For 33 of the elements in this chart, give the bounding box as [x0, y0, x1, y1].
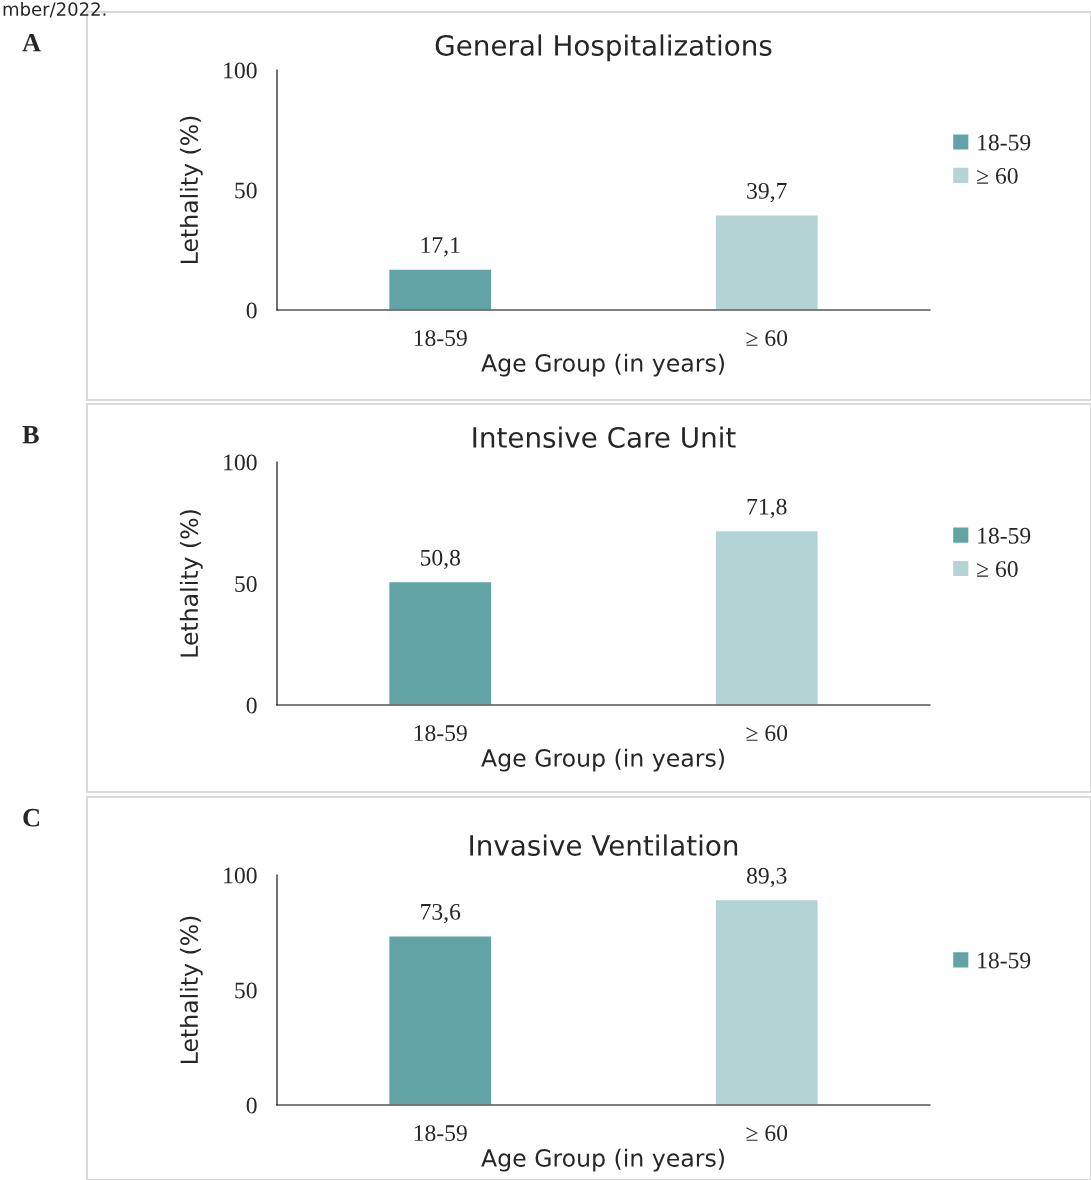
data-label: 17,1	[421, 237, 460, 257]
x-axis-title: Age Group (in years)	[481, 1148, 724, 1172]
legend-label: 18-59	[978, 952, 1031, 969]
chart-title: Invasive Ventilation	[470, 834, 738, 856]
data-label: 73,6	[421, 903, 461, 924]
y-tick-label: 50	[235, 182, 257, 199]
legend-label: ≥ 60	[977, 561, 1018, 577]
data-label: 50,8	[420, 549, 461, 570]
y-tick-label: 100	[224, 867, 257, 884]
y-tick-label: 50	[235, 575, 257, 592]
text: C	[23, 808, 40, 827]
legend-label: ≥ 60	[977, 167, 1018, 184]
text: B	[22, 426, 39, 444]
y-tick-label: 0	[246, 697, 257, 714]
x-axis-title: Age Group (in years)	[481, 748, 724, 772]
data-label: 89,3	[746, 867, 787, 888]
y-axis-title: Lethality (%)	[179, 510, 203, 657]
y-tick-label: 100	[224, 62, 257, 79]
chart-title: Intensive Care Unit	[473, 426, 736, 448]
y-axis-title: Lethality (%)	[179, 116, 203, 264]
y-tick-label: 0	[246, 1097, 257, 1114]
chart-title: General Hospitalizations	[435, 34, 772, 62]
text: mber/2022.	[3, 2, 106, 18]
legend-label: 18-59	[978, 527, 1031, 544]
y-tick-label: 0	[246, 302, 257, 319]
text: A	[22, 33, 41, 52]
data-label: 71,8	[747, 498, 787, 519]
data-label: 39,7	[747, 182, 787, 203]
legend-label: 18-59	[978, 134, 1031, 151]
y-tick-label: 50	[235, 982, 257, 999]
y-axis-title: Lethality (%)	[179, 916, 203, 1064]
y-tick-label: 100	[224, 454, 257, 471]
x-axis-title: Age Group (in years)	[481, 353, 724, 377]
